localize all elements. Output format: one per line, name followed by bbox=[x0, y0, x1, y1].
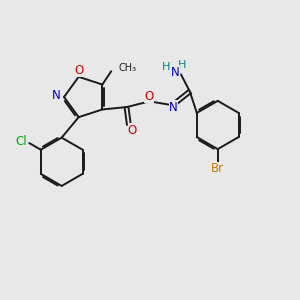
Text: N: N bbox=[169, 100, 178, 114]
Text: O: O bbox=[128, 124, 137, 136]
Text: H: H bbox=[161, 62, 170, 72]
Text: Br: Br bbox=[211, 162, 224, 175]
Text: CH₃: CH₃ bbox=[118, 63, 137, 73]
Text: N: N bbox=[51, 89, 60, 102]
Text: N: N bbox=[171, 66, 180, 79]
Text: H: H bbox=[178, 60, 187, 70]
Text: O: O bbox=[145, 90, 154, 103]
Text: Cl: Cl bbox=[15, 135, 27, 148]
Text: O: O bbox=[75, 64, 84, 77]
